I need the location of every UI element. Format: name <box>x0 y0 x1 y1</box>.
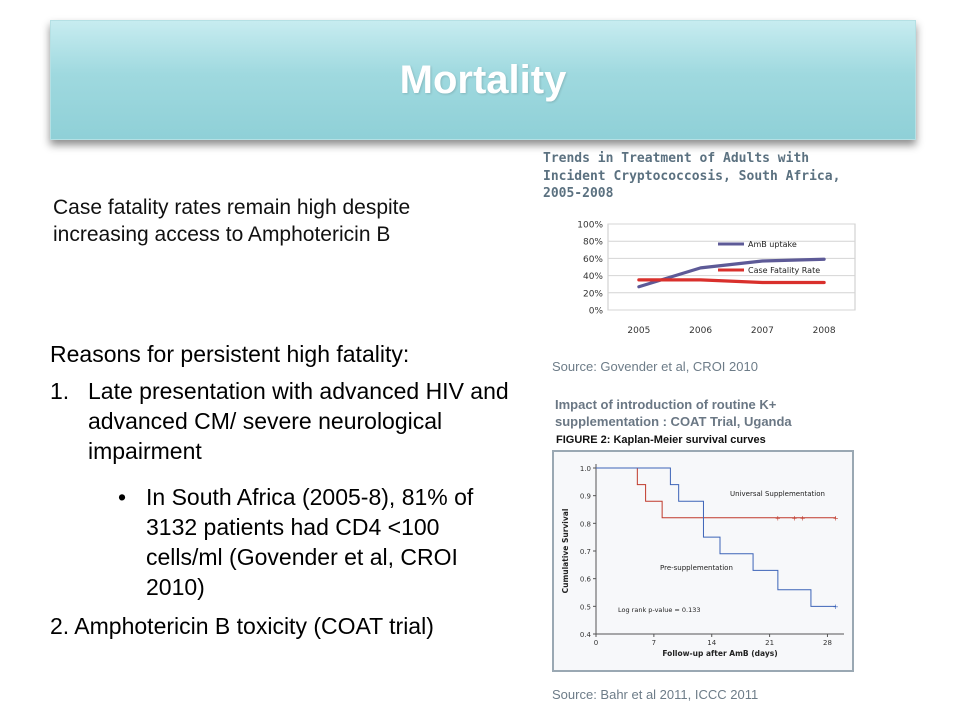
data-point <box>638 279 640 281</box>
y-tick-label: 0.4 <box>580 631 592 639</box>
source-govender: Source: Govender et al, CROI 2010 <box>552 359 758 374</box>
data-point <box>638 286 640 288</box>
y-tick-label: 1.0 <box>580 465 591 473</box>
reason-item-2: 2. Amphotericin B toxicity (COAT trial) <box>50 613 434 639</box>
legend-label: AmB uptake <box>748 240 797 249</box>
data-point <box>823 281 825 284</box>
y-tick-label: 0.6 <box>580 576 592 584</box>
data-point <box>761 260 763 262</box>
x-tick-label: 14 <box>707 639 716 647</box>
data-point <box>700 279 702 281</box>
item1-number: 1. <box>50 378 70 404</box>
x-tick-label: 2008 <box>813 326 836 336</box>
bullet-dot: • <box>118 484 127 510</box>
km-curve-1 <box>596 467 836 519</box>
slide-title: Mortality <box>399 57 567 102</box>
chart1-title: Trends in Treatment of Adults with Incid… <box>543 151 841 202</box>
data-point <box>761 281 763 284</box>
title-banner: Mortality <box>50 20 916 140</box>
y-tick-label: 80% <box>583 238 603 248</box>
figure2-label: FIGURE 2: Kaplan-Meier survival curves <box>556 434 766 446</box>
censor-marker: + <box>775 514 781 522</box>
reason-sub-bullet: In South Africa (2005-8), 81% of 3132 pa… <box>146 484 474 600</box>
chart2-title: Impact of introduction of routine K+ sup… <box>555 397 792 429</box>
y-tick-label: 0% <box>589 307 604 317</box>
y-tick-label: 60% <box>583 255 603 265</box>
y-tick-label: 0.5 <box>580 603 591 611</box>
km-curve-2 <box>596 467 836 607</box>
x-tick-label: 2005 <box>627 326 650 336</box>
y-tick-label: 0.7 <box>580 548 591 556</box>
reason-item-1: Late presentation with advanced HIV and … <box>88 378 509 464</box>
km-label-pre: Pre-supplementation <box>660 564 733 572</box>
x-tick-label: 2006 <box>689 326 712 336</box>
x-tick-label: 2007 <box>751 326 774 336</box>
data-point <box>700 267 702 269</box>
x-tick-label: 7 <box>652 639 656 647</box>
censor-marker: + <box>833 514 839 522</box>
series-line-2 <box>637 278 826 285</box>
x-tick-label: 21 <box>765 639 774 647</box>
source-bahr: Source: Bahr et al 2011, ICCC 2011 <box>552 687 759 702</box>
data-point <box>823 258 825 260</box>
x-tick-label: 0 <box>594 639 598 647</box>
x-axis-title: Follow-up after AmB (days) <box>662 649 777 658</box>
y-tick-label: 0.9 <box>580 493 591 501</box>
censor-marker: + <box>833 603 839 611</box>
y-axis-title: Cumulative Survival <box>561 509 570 594</box>
x-tick-label: 28 <box>823 639 832 647</box>
y-tick-label: 20% <box>583 289 603 299</box>
reasons-heading: Reasons for persistent high fatality: <box>50 341 410 367</box>
log-rank-annotation: Log rank p-value = 0.133 <box>618 606 701 614</box>
intro-text: Case fatality rates remain high despite … <box>53 196 411 247</box>
censor-marker: + <box>791 514 797 522</box>
series-line-1 <box>637 257 826 289</box>
plot-area <box>607 223 856 311</box>
y-tick-label: 40% <box>583 272 603 282</box>
y-tick-label: 0.8 <box>580 520 591 528</box>
km-label-universal: Universal Supplementation <box>730 490 825 498</box>
kaplan-meier-chart: 0.4 0.5 0.6 0.7 0.8 0.9 1.0 0 7 14 21 28 Follow-up a… <box>561 464 844 658</box>
legend-label: Case Fatality Rate <box>748 266 820 275</box>
km-figure-frame: 0.4 0.5 0.6 0.7 0.8 0.9 1.0 0 7 14 21 28 Follow-up a… <box>552 450 854 672</box>
trend-line-chart: 0% 20% 40% 60% 80% 100% 2005 2006 2007 2008 AmB up… <box>577 221 856 336</box>
y-tick-label: 100% <box>577 221 603 231</box>
censor-marker: + <box>800 514 806 522</box>
